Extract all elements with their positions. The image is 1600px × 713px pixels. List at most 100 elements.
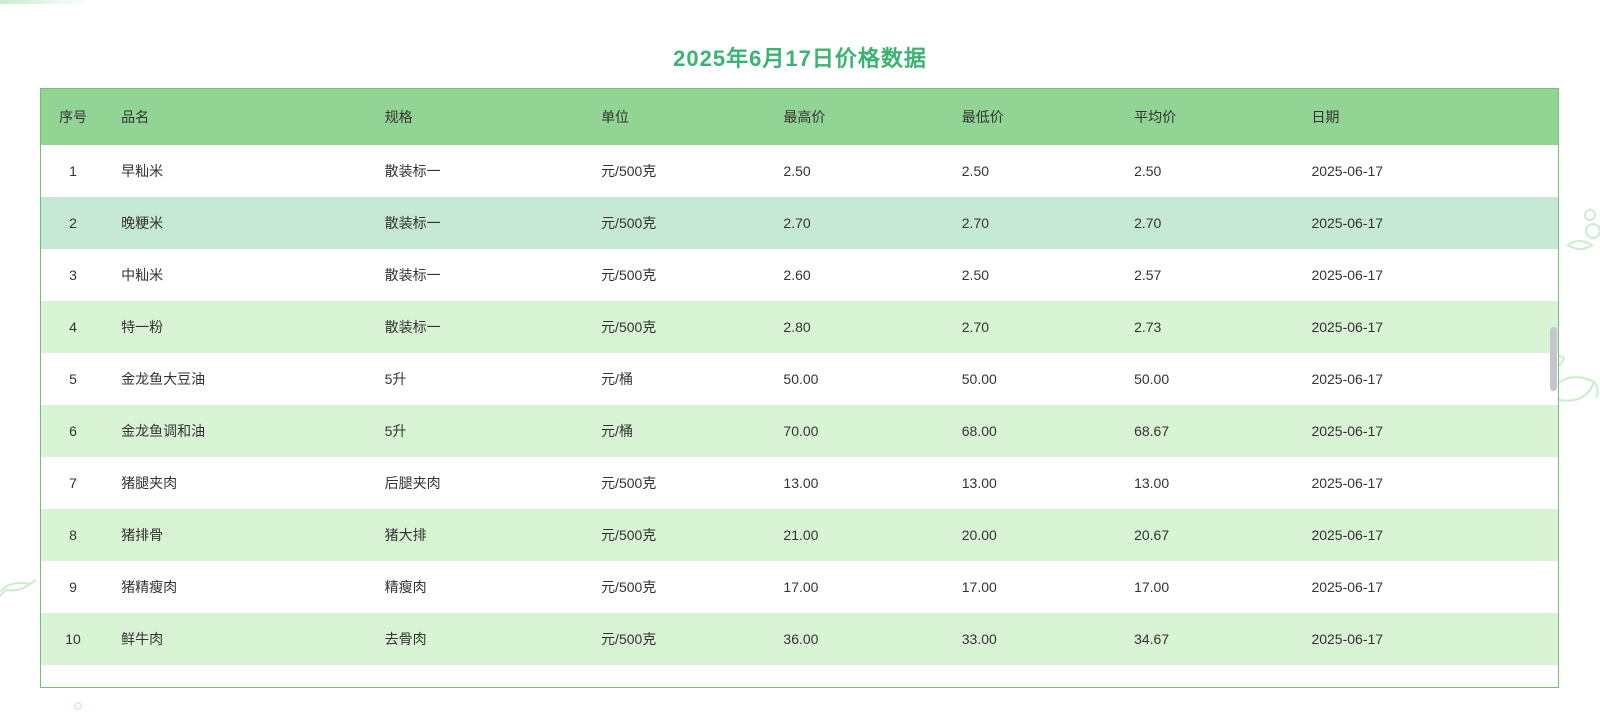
cell-avg: 68.67 (1118, 405, 1296, 457)
cell-date: 2025-06-17 (1295, 613, 1558, 665)
cell-high: 13.00 (767, 457, 946, 509)
cell-name: 猪排骨 (105, 509, 369, 561)
cell-spec: 散装标一 (368, 301, 586, 353)
decorative-dot (74, 702, 82, 710)
cell-name: 中籼米 (105, 249, 369, 301)
cell-index: 9 (41, 561, 106, 613)
cell-index: 1 (41, 145, 106, 197)
table-row[interactable]: 1 早籼米 散装标一 元/500克 2.50 2.50 2.50 2025-06-17 (41, 145, 1558, 197)
cell-unit: 元/桶 (585, 405, 768, 457)
cell-avg: 20.67 (1118, 509, 1296, 561)
cell-unit: 元/500克 (585, 561, 768, 613)
cell-low: 68.00 (945, 405, 1119, 457)
cell-name: 早籼米 (105, 145, 369, 197)
cell-unit: 元/500克 (585, 249, 768, 301)
decorative-bird-pattern (0, 570, 36, 606)
cell-spec: 去骨肉 (368, 613, 586, 665)
table-row[interactable]: 6 金龙鱼调和油 5升 元/桶 70.00 68.00 68.67 2025-06-17 (41, 405, 1558, 457)
cell-date: 2025-06-17 (1295, 249, 1558, 301)
cell-date: 2025-06-17 (1295, 353, 1558, 405)
cell-date: 2025-06-17 (1295, 561, 1558, 613)
table-scrollbar-thumb[interactable] (1550, 327, 1557, 391)
cell-high: 2.80 (767, 301, 946, 353)
cell-spec: 猪大排 (368, 509, 586, 561)
page-title: 2025年6月17日价格数据 (673, 46, 927, 71)
column-header-unit: 单位 (585, 89, 768, 145)
cell-spec: 5升 (368, 353, 586, 405)
cell-date: 2025-06-17 (1295, 509, 1558, 561)
cell-low: 17.00 (945, 561, 1119, 613)
cell-low: 2.50 (945, 145, 1119, 197)
cell-date: 2025-06-17 (1295, 457, 1558, 509)
cell-high: 70.00 (767, 405, 946, 457)
cell-date: 2025-06-17 (1295, 405, 1558, 457)
cell-avg: 13.00 (1118, 457, 1296, 509)
cell-spec: 散装标一 (368, 197, 586, 249)
cell-unit: 元/500克 (585, 197, 768, 249)
cell-unit: 元/500克 (585, 613, 768, 665)
price-table-body: 1 早籼米 散装标一 元/500克 2.50 2.50 2.50 2025-06-17 2 晚粳米… (41, 145, 1558, 665)
cell-index: 3 (41, 249, 106, 301)
cell-unit: 元/500克 (585, 457, 768, 509)
cell-unit: 元/500克 (585, 145, 768, 197)
cell-avg: 34.67 (1118, 613, 1296, 665)
table-row[interactable]: 5 金龙鱼大豆油 5升 元/桶 50.00 50.00 50.00 2025-06-17 (41, 353, 1558, 405)
column-header-high: 最高价 (767, 89, 946, 145)
table-row[interactable]: 9 猪精瘦肉 精瘦肉 元/500克 17.00 17.00 17.00 2025-06-17 (41, 561, 1558, 613)
cell-index: 10 (41, 613, 106, 665)
cell-high: 50.00 (767, 353, 946, 405)
cell-high: 17.00 (767, 561, 946, 613)
table-row[interactable]: 2 晚粳米 散装标一 元/500克 2.70 2.70 2.70 2025-06-17 (41, 197, 1558, 249)
column-header-avg: 平均价 (1118, 89, 1296, 145)
decorative-top-streak (0, 0, 92, 4)
cell-spec: 精瘦肉 (368, 561, 586, 613)
cell-low: 2.70 (945, 301, 1119, 353)
table-row[interactable]: 4 特一粉 散装标一 元/500克 2.80 2.70 2.73 2025-06-17 (41, 301, 1558, 353)
decorative-bubbles-pattern (1566, 205, 1600, 255)
cell-name: 金龙鱼调和油 (105, 405, 369, 457)
cell-index: 2 (41, 197, 106, 249)
cell-low: 13.00 (945, 457, 1119, 509)
cell-avg: 50.00 (1118, 353, 1296, 405)
cell-name: 金龙鱼大豆油 (105, 353, 369, 405)
cell-index: 4 (41, 301, 106, 353)
price-table: 序号 品名 规格 单位 最高价 最低价 平均价 日期 1 早籼米 散装标一 元/500克 2.50 2.… (41, 89, 1558, 665)
cell-index: 6 (41, 405, 106, 457)
column-header-spec: 规格 (368, 89, 586, 145)
column-header-low: 最低价 (945, 89, 1119, 145)
table-header-row: 序号 品名 规格 单位 最高价 最低价 平均价 日期 (41, 89, 1558, 145)
cell-high: 2.70 (767, 197, 946, 249)
cell-avg: 2.50 (1118, 145, 1296, 197)
table-row[interactable]: 3 中籼米 散装标一 元/500克 2.60 2.50 2.57 2025-06-17 (41, 249, 1558, 301)
cell-avg: 17.00 (1118, 561, 1296, 613)
cell-name: 晚粳米 (105, 197, 369, 249)
cell-spec: 散装标一 (368, 249, 586, 301)
column-header-index: 序号 (41, 89, 106, 145)
table-row[interactable]: 8 猪排骨 猪大排 元/500克 21.00 20.00 20.67 2025-06-17 (41, 509, 1558, 561)
cell-date: 2025-06-17 (1295, 197, 1558, 249)
cell-index: 7 (41, 457, 106, 509)
cell-high: 21.00 (767, 509, 946, 561)
cell-spec: 后腿夹肉 (368, 457, 586, 509)
cell-low: 50.00 (945, 353, 1119, 405)
cell-index: 5 (41, 353, 106, 405)
cell-spec: 散装标一 (368, 145, 586, 197)
cell-high: 2.60 (767, 249, 946, 301)
cell-name: 猪腿夹肉 (105, 457, 369, 509)
price-table-container: 序号 品名 规格 单位 最高价 最低价 平均价 日期 1 早籼米 散装标一 元/500克 2.50 2.… (40, 88, 1559, 688)
cell-low: 20.00 (945, 509, 1119, 561)
column-header-date: 日期 (1295, 89, 1558, 145)
cell-name: 猪精瘦肉 (105, 561, 369, 613)
cell-unit: 元/500克 (585, 509, 768, 561)
cell-unit: 元/桶 (585, 353, 768, 405)
column-header-name: 品名 (105, 89, 369, 145)
table-row[interactable]: 7 猪腿夹肉 后腿夹肉 元/500克 13.00 13.00 13.00 2025-06-17 (41, 457, 1558, 509)
table-row[interactable]: 10 鲜牛肉 去骨肉 元/500克 36.00 33.00 34.67 2025-06-17 (41, 613, 1558, 665)
cell-date: 2025-06-17 (1295, 145, 1558, 197)
cell-name: 鲜牛肉 (105, 613, 369, 665)
cell-low: 2.70 (945, 197, 1119, 249)
cell-spec: 5升 (368, 405, 586, 457)
cell-low: 33.00 (945, 613, 1119, 665)
cell-low: 2.50 (945, 249, 1119, 301)
